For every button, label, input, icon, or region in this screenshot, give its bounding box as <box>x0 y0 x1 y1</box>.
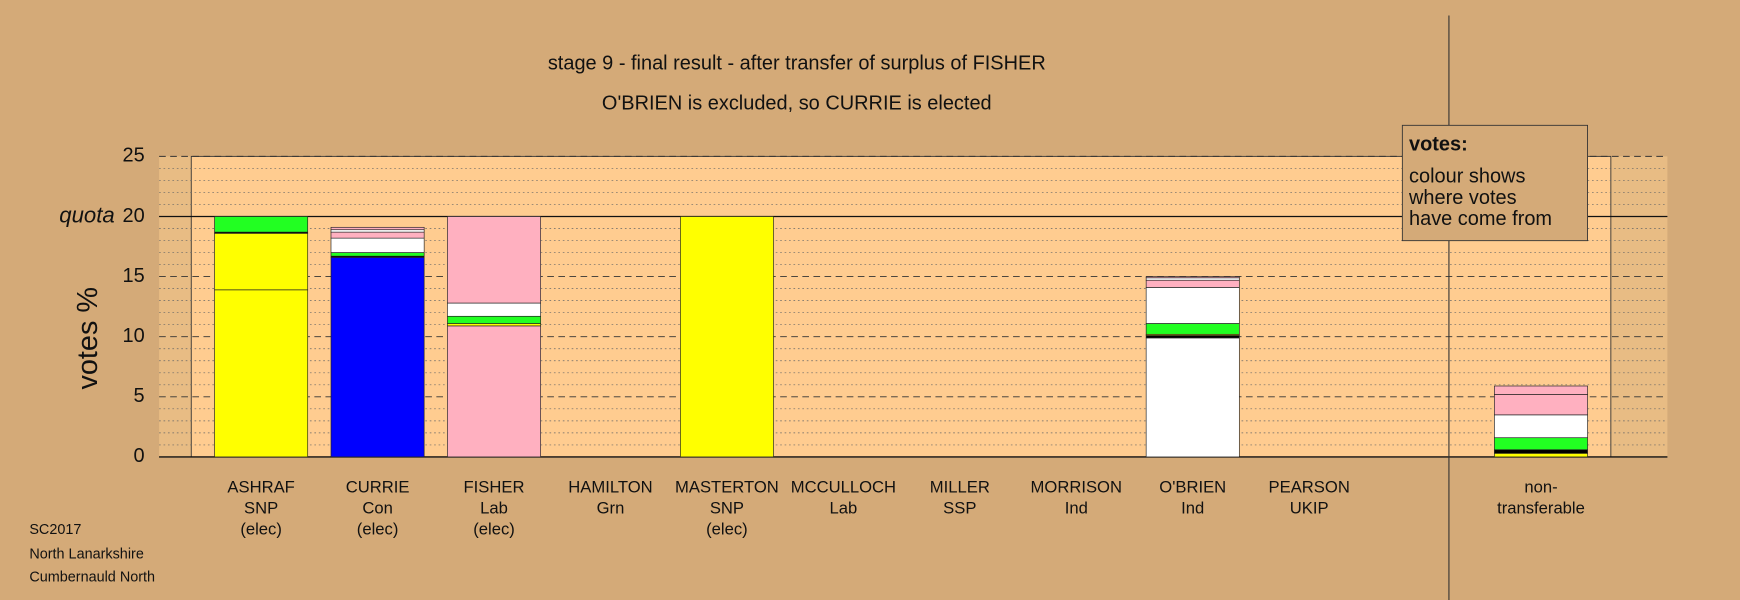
quota-label: quota <box>59 202 114 227</box>
x-tick-label: MASTERTON <box>675 477 779 496</box>
x-tick-label: Lab <box>830 498 858 517</box>
x-tick-label: SSP <box>943 498 976 517</box>
y-tick-label: 25 <box>122 145 144 167</box>
bar-segment <box>447 302 541 317</box>
bar-segment <box>1145 277 1240 281</box>
bar-segment <box>1145 276 1240 279</box>
y-tick-label: 15 <box>122 265 144 287</box>
x-tick-label: O'BRIEN <box>1159 477 1226 496</box>
x-tick-label: (elec) <box>240 520 282 539</box>
y-tick-label: 10 <box>122 325 144 347</box>
bar-segment <box>330 226 425 231</box>
x-tick-label: MCCULLOCH <box>791 477 896 496</box>
x-tick-label: Grn <box>597 498 625 517</box>
bar-segment <box>447 323 541 327</box>
legend-box <box>1401 124 1589 242</box>
x-tick-label: UKIP <box>1290 498 1329 517</box>
bar-segment <box>330 257 425 458</box>
bar-segment <box>1494 452 1588 458</box>
x-tick-label: PEARSON <box>1269 477 1350 496</box>
y-tick-label: 0 <box>134 445 145 467</box>
bar-segment <box>1145 335 1240 339</box>
plot-area <box>190 155 1612 458</box>
bar-segment <box>330 237 425 253</box>
bars <box>214 216 1588 458</box>
legend-text: where votes <box>1408 187 1517 209</box>
bar-segment <box>214 232 309 291</box>
x-tick-label: Ind <box>1181 498 1204 517</box>
legend-title: votes: <box>1409 134 1468 156</box>
x-tick-label: Lab <box>480 498 508 517</box>
bar-segment <box>680 216 774 458</box>
x-tick-label: CURRIE <box>346 477 410 496</box>
x-tick-label: Con <box>362 498 393 517</box>
legend-text: colour shows <box>1409 166 1525 188</box>
x-tick-label: Ind <box>1065 498 1088 517</box>
x-tick-label: transferable <box>1497 498 1585 517</box>
x-tick-label: SNP <box>244 498 278 517</box>
bar-segment <box>1494 414 1588 439</box>
bar-segment <box>1145 287 1240 324</box>
bar-segment <box>1494 437 1588 451</box>
bar-segment <box>214 216 309 233</box>
legend: votes: colour shows where votes have com… <box>1401 124 1589 242</box>
bar-segment <box>330 231 425 239</box>
footer-text: North Lanarkshire <box>29 546 144 562</box>
x-tick-label: (elec) <box>706 520 748 539</box>
bar-segment <box>330 252 425 257</box>
y-axis-label: votes % <box>72 287 104 390</box>
bar-segment <box>447 325 541 458</box>
footer-text: Cumbernauld North <box>29 570 155 586</box>
x-tick-label: MILLER <box>930 477 990 496</box>
chart-title: stage 9 - final result - after transfer … <box>548 53 1046 75</box>
legend-text: have come from <box>1409 208 1552 230</box>
x-tick-label: ASHRAF <box>227 477 294 496</box>
footer-text: SC2017 <box>29 522 81 538</box>
bar-segment <box>447 315 541 324</box>
bar-segment <box>330 229 425 233</box>
bar-segment <box>1145 279 1240 288</box>
bar-segment <box>1494 449 1588 454</box>
bar-segment <box>1494 385 1588 395</box>
bar-segment <box>1145 337 1240 458</box>
x-tick-label: SNP <box>710 498 744 517</box>
bar-segment <box>1494 394 1588 416</box>
x-tick-label: MORRISON <box>1031 477 1122 496</box>
bar-segment <box>214 289 309 458</box>
x-tick-label: (elec) <box>357 520 399 539</box>
x-tick-label: non- <box>1524 477 1557 496</box>
x-tick-label: HAMILTON <box>568 477 652 496</box>
bar-segment <box>1145 323 1240 335</box>
bar-segment <box>447 216 541 304</box>
x-tick-label: (elec) <box>473 520 515 539</box>
y-tick-label: 5 <box>134 385 145 407</box>
x-tick-label: FISHER <box>464 477 525 496</box>
y-tick-label: 20 <box>122 205 144 227</box>
chart-subtitle: O'BRIEN is excluded, so CURRIE is electe… <box>602 93 992 115</box>
